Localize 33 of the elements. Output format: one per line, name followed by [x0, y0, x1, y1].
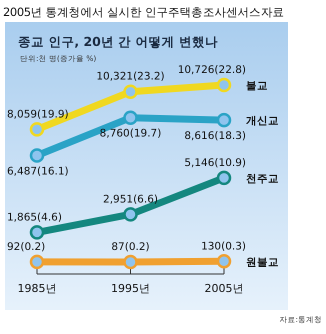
data-label: 92(0.2) — [7, 240, 46, 253]
data-label: 87(0.2) — [111, 241, 150, 253]
data-label: 8,059(19.9) — [7, 108, 69, 120]
data-label: 5,146(10.9) — [184, 156, 246, 169]
data-label: 8,760(19.7) — [100, 128, 162, 140]
point — [30, 225, 44, 240]
point — [30, 122, 44, 137]
point — [123, 84, 138, 99]
point — [216, 170, 232, 186]
data-label: 8,616(18.3) — [184, 130, 246, 142]
chart-title: 2005년 통계청에서 실시한 인구주택총조사센서스자료 — [3, 5, 284, 19]
point — [216, 112, 232, 128]
x-tick-label: 1995년 — [111, 282, 150, 295]
chart-subtitle: 종교 인구, 20년 간 어떻게 변했나 — [18, 34, 218, 49]
point — [216, 78, 232, 92]
series-label: 천주교 — [246, 172, 279, 185]
data-label: 2,951(6.6) — [103, 193, 158, 206]
data-label: 6,487(16.1) — [7, 166, 69, 178]
data-label: 10,726(22.8) — [178, 64, 246, 76]
point — [123, 207, 138, 222]
x-tick-label: 2005년 — [204, 282, 244, 295]
series-label: 불교 — [246, 80, 268, 92]
x-tick-label: 1985년 — [18, 282, 56, 295]
data-label: 1,865(4.6) — [7, 211, 62, 224]
point — [123, 254, 138, 270]
data-label: 130(0.3) — [201, 240, 246, 252]
series-label: 원불교 — [246, 256, 279, 268]
data-label: 10,321(23.2) — [96, 70, 165, 83]
point — [123, 110, 138, 125]
point — [30, 148, 44, 163]
point — [216, 254, 232, 269]
series-label: 개신교 — [246, 115, 279, 128]
point — [30, 254, 44, 270]
